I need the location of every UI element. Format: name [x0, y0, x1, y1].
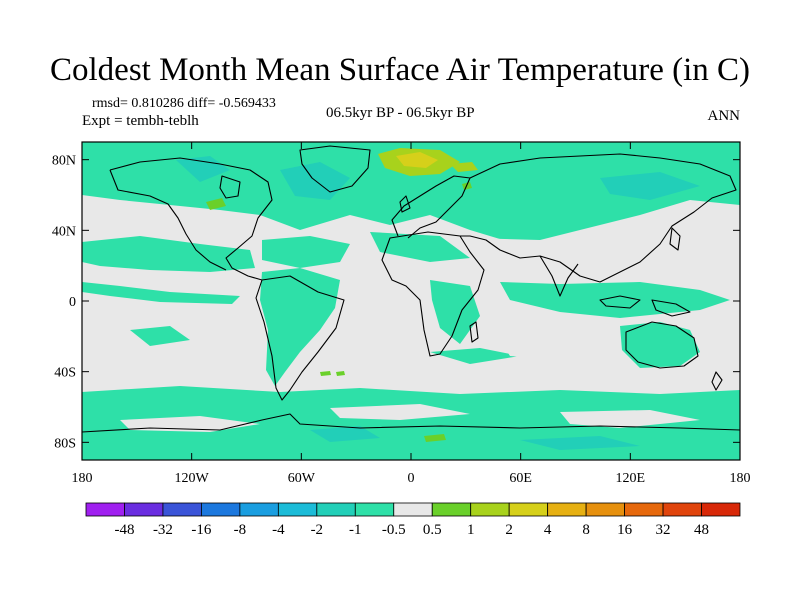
colorbar-swatch: [585, 502, 625, 517]
colorbar-swatch: [508, 502, 549, 517]
colorbar-label: 16: [617, 522, 633, 538]
colorbar-label: 4: [544, 522, 552, 538]
lon-label: 180: [730, 471, 751, 486]
colorbar-label: -2: [311, 522, 324, 538]
colorbar-swatch: [547, 502, 587, 517]
colorbar-label: -0.5: [382, 522, 406, 538]
latitude-axis: 80N 40N 0 40S 80S: [52, 154, 740, 451]
lon-label: 120E: [616, 471, 646, 486]
colorbar-label: 8: [582, 522, 590, 538]
colorbar-label: -4: [272, 522, 285, 538]
colorbar-swatch: [124, 502, 164, 517]
colorbar-swatch: [662, 502, 702, 517]
experiment-label: Expt = tembh-teblh: [82, 113, 199, 129]
colorbar-label: -1: [349, 522, 362, 538]
temperature-field: [82, 142, 740, 460]
longitude-axis: 180 120W 60W 0 60E 120E 180: [72, 142, 751, 486]
colorbar-label: -16: [191, 522, 211, 538]
lon-label: 120W: [175, 471, 210, 486]
colorbar-swatch: [701, 502, 741, 517]
colorbar-swatch: [162, 502, 202, 517]
lat-label: 40N: [52, 224, 76, 239]
lat-label: 0: [69, 295, 76, 310]
colorbar: -48 -32 -16 -8 -4 -2 -1 -0.5 0.5 1 2 4 8 16 32 48: [85, 502, 741, 538]
stats-label: rmsd= 0.810286 diff= -0.569433: [92, 96, 276, 111]
colorbar-swatch: [431, 502, 472, 517]
lat-label: 40S: [54, 366, 76, 381]
season-label: ANN: [707, 108, 741, 124]
lon-label: 180: [72, 471, 93, 486]
colorbar-label: 48: [694, 522, 709, 538]
colorbar-label: 32: [656, 522, 671, 538]
period-label: 06.5kyr BP - 06.5kyr BP: [326, 105, 475, 121]
colorbar-swatch: [277, 502, 318, 517]
colorbar-swatch: [624, 502, 664, 517]
colorbar-label: -32: [153, 522, 173, 538]
map-title: Coldest Month Mean Surface Air Temperatu…: [50, 52, 750, 88]
colorbar-swatch: [470, 502, 510, 517]
colorbar-label: -8: [234, 522, 247, 538]
colorbar-label: 0.5: [423, 522, 442, 538]
colorbar-swatch: [201, 502, 241, 517]
colorbar-label: 1: [467, 522, 475, 538]
lat-label: 80N: [52, 154, 76, 169]
colorbar-label: -48: [114, 522, 134, 538]
colorbar-label: 2: [505, 522, 513, 538]
colorbar-swatch: [239, 502, 279, 517]
colorbar-swatch: [85, 502, 125, 517]
lon-label: 0: [408, 471, 415, 486]
colorbar-swatch: [393, 502, 433, 517]
colorbar-swatch: [354, 502, 395, 517]
lat-label: 80S: [54, 436, 76, 451]
colorbar-swatch: [316, 502, 356, 517]
lon-label: 60E: [509, 471, 532, 486]
lon-label: 60W: [288, 471, 316, 486]
